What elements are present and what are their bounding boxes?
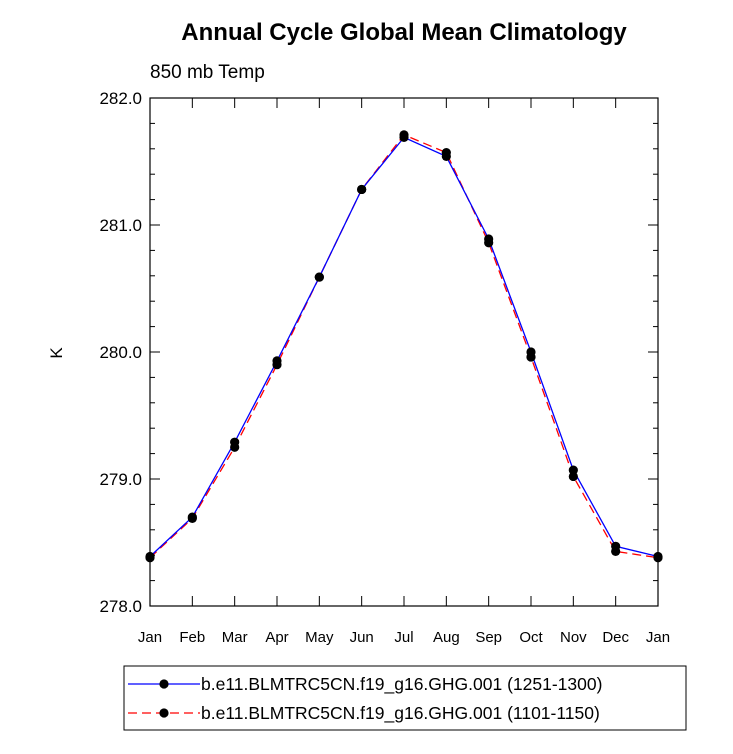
chart-subtitle: 850 mb Temp <box>150 62 265 83</box>
x-tick-label: Jun <box>350 629 374 646</box>
legend-box <box>123 665 687 731</box>
series-2-marker <box>611 546 621 556</box>
chart-title: Annual Cycle Global Mean Climatology <box>181 19 627 46</box>
x-tick-label: Oct <box>519 629 543 646</box>
y-tick-label: 282.0 <box>99 89 142 108</box>
x-tick-label: May <box>305 629 334 646</box>
x-tick-label: Feb <box>179 629 205 646</box>
series-2-marker <box>484 238 494 248</box>
legend: b.e11.BLMTRC5CN.f19_g16.GHG.001 (1251-13… <box>123 665 687 731</box>
y-tick-label: 278.0 <box>99 597 142 616</box>
x-tick-label: Apr <box>265 629 288 646</box>
series-2-marker <box>526 352 536 362</box>
series-1-marker <box>568 465 578 475</box>
x-tick-label: Jan <box>138 629 162 646</box>
x-tick-label: Jan <box>646 629 670 646</box>
legend-label-1: b.e11.BLMTRC5CN.f19_g16.GHG.001 (1251-13… <box>201 674 602 695</box>
series-2-marker <box>568 471 578 482</box>
series-2-marker <box>272 360 282 370</box>
series-layer <box>145 130 663 563</box>
x-tick-label: Sep <box>475 629 502 646</box>
x-tick-label: Jul <box>394 629 413 646</box>
y-axis-label: K <box>47 347 66 359</box>
legend-label-2: b.e11.BLMTRC5CN.f19_g16.GHG.001 (1101-11… <box>201 703 600 724</box>
series-2-marker <box>145 553 155 563</box>
series-line-2 <box>149 134 659 559</box>
plot-frame <box>149 97 659 607</box>
series-2-marker <box>230 442 240 452</box>
x-tick-label: Dec <box>602 629 629 646</box>
x-tick-label: Mar <box>222 629 248 646</box>
series-2-marker <box>187 513 197 523</box>
x-tick-label: Aug <box>433 629 460 646</box>
series-2-marker <box>441 148 451 158</box>
x-tick-label: Nov <box>560 629 587 646</box>
series-2-marker <box>653 553 663 563</box>
series-2-marker <box>357 184 367 195</box>
series-line-1 <box>149 136 659 558</box>
series-2-marker <box>399 130 409 140</box>
y-tick-label: 281.0 <box>99 216 142 235</box>
y-tick-label: 280.0 <box>99 343 142 362</box>
y-tick-label: 279.0 <box>99 470 142 489</box>
legend-marker-1 <box>159 679 169 689</box>
plot-axes: 278.0 279.0 280.0 281.0 282.0 Jan Feb Mar Apr May… <box>99 89 670 646</box>
series-2-marker <box>314 272 324 282</box>
legend-marker-2 <box>159 708 169 718</box>
